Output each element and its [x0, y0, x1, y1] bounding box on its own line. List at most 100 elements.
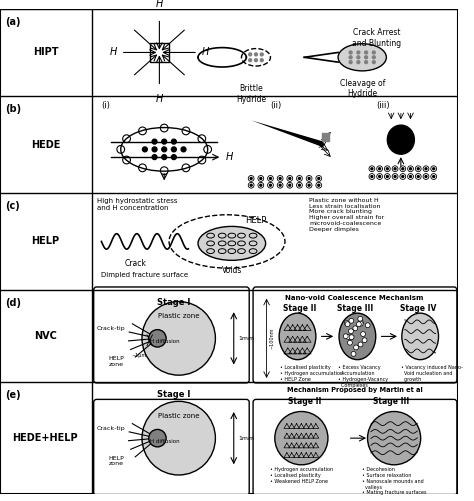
Circle shape — [346, 335, 351, 339]
Polygon shape — [251, 120, 324, 147]
Text: H: H — [202, 48, 210, 58]
Circle shape — [270, 184, 272, 186]
Circle shape — [345, 322, 350, 327]
Text: • Localised plasticity
• Hydrogen accumulation
• HELP Zone: • Localised plasticity • Hydrogen accumu… — [280, 365, 343, 382]
Circle shape — [142, 401, 215, 475]
Circle shape — [250, 177, 252, 179]
Circle shape — [289, 177, 291, 179]
Circle shape — [348, 329, 354, 334]
Text: (iii): (iii) — [377, 101, 390, 110]
Circle shape — [162, 139, 167, 144]
Circle shape — [354, 345, 358, 350]
Circle shape — [365, 51, 367, 54]
Text: HIPT: HIPT — [33, 48, 58, 58]
Circle shape — [365, 323, 370, 328]
Circle shape — [308, 177, 310, 179]
Text: H: H — [226, 152, 234, 162]
Circle shape — [249, 59, 252, 62]
Circle shape — [357, 61, 360, 64]
Circle shape — [351, 351, 356, 356]
Circle shape — [343, 334, 348, 339]
Ellipse shape — [402, 313, 438, 360]
Circle shape — [299, 177, 301, 179]
Text: ~1μm: ~1μm — [132, 353, 147, 358]
Circle shape — [358, 317, 363, 321]
Text: ~100nm: ~100nm — [270, 328, 274, 349]
Text: (a): (a) — [5, 17, 20, 27]
Circle shape — [353, 326, 358, 331]
Text: Voids: Voids — [222, 266, 242, 275]
Text: Nano-void Coalescence Mechanism: Nano-void Coalescence Mechanism — [285, 295, 424, 301]
Circle shape — [260, 59, 263, 62]
Text: Stage I: Stage I — [157, 298, 191, 307]
Circle shape — [357, 56, 360, 59]
Bar — [150, 43, 169, 62]
Circle shape — [358, 321, 363, 326]
Circle shape — [357, 51, 360, 54]
Circle shape — [250, 184, 252, 186]
Text: Stage I: Stage I — [157, 390, 191, 399]
Circle shape — [433, 175, 435, 177]
Ellipse shape — [275, 411, 328, 465]
Ellipse shape — [338, 44, 386, 71]
Text: Plastic zone: Plastic zone — [158, 313, 200, 319]
Text: (e): (e) — [5, 390, 20, 400]
Circle shape — [318, 177, 320, 179]
Text: HELP: HELP — [31, 236, 59, 246]
Text: Stage IV: Stage IV — [400, 305, 437, 314]
Text: Crack-tip: Crack-tip — [97, 326, 126, 331]
Circle shape — [358, 320, 363, 325]
Text: (ii): (ii) — [271, 101, 282, 110]
Ellipse shape — [279, 313, 316, 360]
Text: NVC: NVC — [34, 331, 57, 341]
Circle shape — [152, 147, 157, 152]
Text: Cleavage of
Hydride: Cleavage of Hydride — [339, 79, 385, 98]
Text: Mechanism Proposed by Martin et al: Mechanism Proposed by Martin et al — [287, 387, 422, 393]
Text: • Vacancy induced Nano-
  Void nucleation and
  growth: • Vacancy induced Nano- Void nucleation … — [401, 365, 463, 382]
Circle shape — [172, 147, 176, 152]
Text: H: H — [155, 0, 163, 9]
Ellipse shape — [339, 313, 376, 360]
Text: (i): (i) — [101, 101, 110, 110]
Text: (b): (b) — [5, 104, 21, 114]
Circle shape — [308, 184, 310, 186]
Text: Crack-tip: Crack-tip — [97, 426, 126, 431]
Circle shape — [379, 175, 381, 177]
Text: H diffusion: H diffusion — [150, 438, 179, 443]
Text: Plastic zone without H
Less strain localisation
More crack blunting
Higher overa: Plastic zone without H Less strain local… — [309, 198, 384, 232]
Circle shape — [410, 168, 411, 170]
Circle shape — [417, 168, 419, 170]
Text: HELP
zone: HELP zone — [108, 455, 124, 466]
Circle shape — [255, 59, 257, 62]
Circle shape — [386, 175, 388, 177]
Text: Dimpled fracture surface: Dimpled fracture surface — [101, 273, 189, 279]
Text: HEDE: HEDE — [31, 139, 60, 149]
Circle shape — [349, 335, 354, 340]
Circle shape — [349, 51, 352, 54]
Circle shape — [402, 168, 404, 170]
Text: Crack Arrest
and Blunting: Crack Arrest and Blunting — [352, 28, 401, 48]
Circle shape — [172, 139, 176, 144]
Circle shape — [279, 184, 281, 186]
Text: Stage III: Stage III — [337, 305, 374, 314]
Circle shape — [371, 175, 373, 177]
Circle shape — [373, 61, 375, 64]
FancyBboxPatch shape — [94, 399, 249, 495]
Circle shape — [365, 61, 367, 64]
Circle shape — [379, 168, 381, 170]
Circle shape — [349, 318, 354, 323]
Text: HELP: HELP — [245, 215, 267, 224]
Circle shape — [347, 340, 352, 345]
Circle shape — [425, 168, 427, 170]
Text: H diffusion: H diffusion — [150, 339, 179, 344]
Circle shape — [255, 53, 257, 56]
Circle shape — [358, 342, 363, 347]
Circle shape — [373, 51, 375, 54]
Text: H: H — [155, 94, 163, 104]
Text: • Decohesion
• Surface relaxation
• Nanoscale mounds and
  valleys
• Mating frac: • Decohesion • Surface relaxation • Nano… — [362, 467, 427, 495]
Bar — [322, 133, 329, 141]
Circle shape — [149, 330, 166, 347]
Circle shape — [410, 175, 411, 177]
Circle shape — [299, 184, 301, 186]
Circle shape — [394, 175, 396, 177]
